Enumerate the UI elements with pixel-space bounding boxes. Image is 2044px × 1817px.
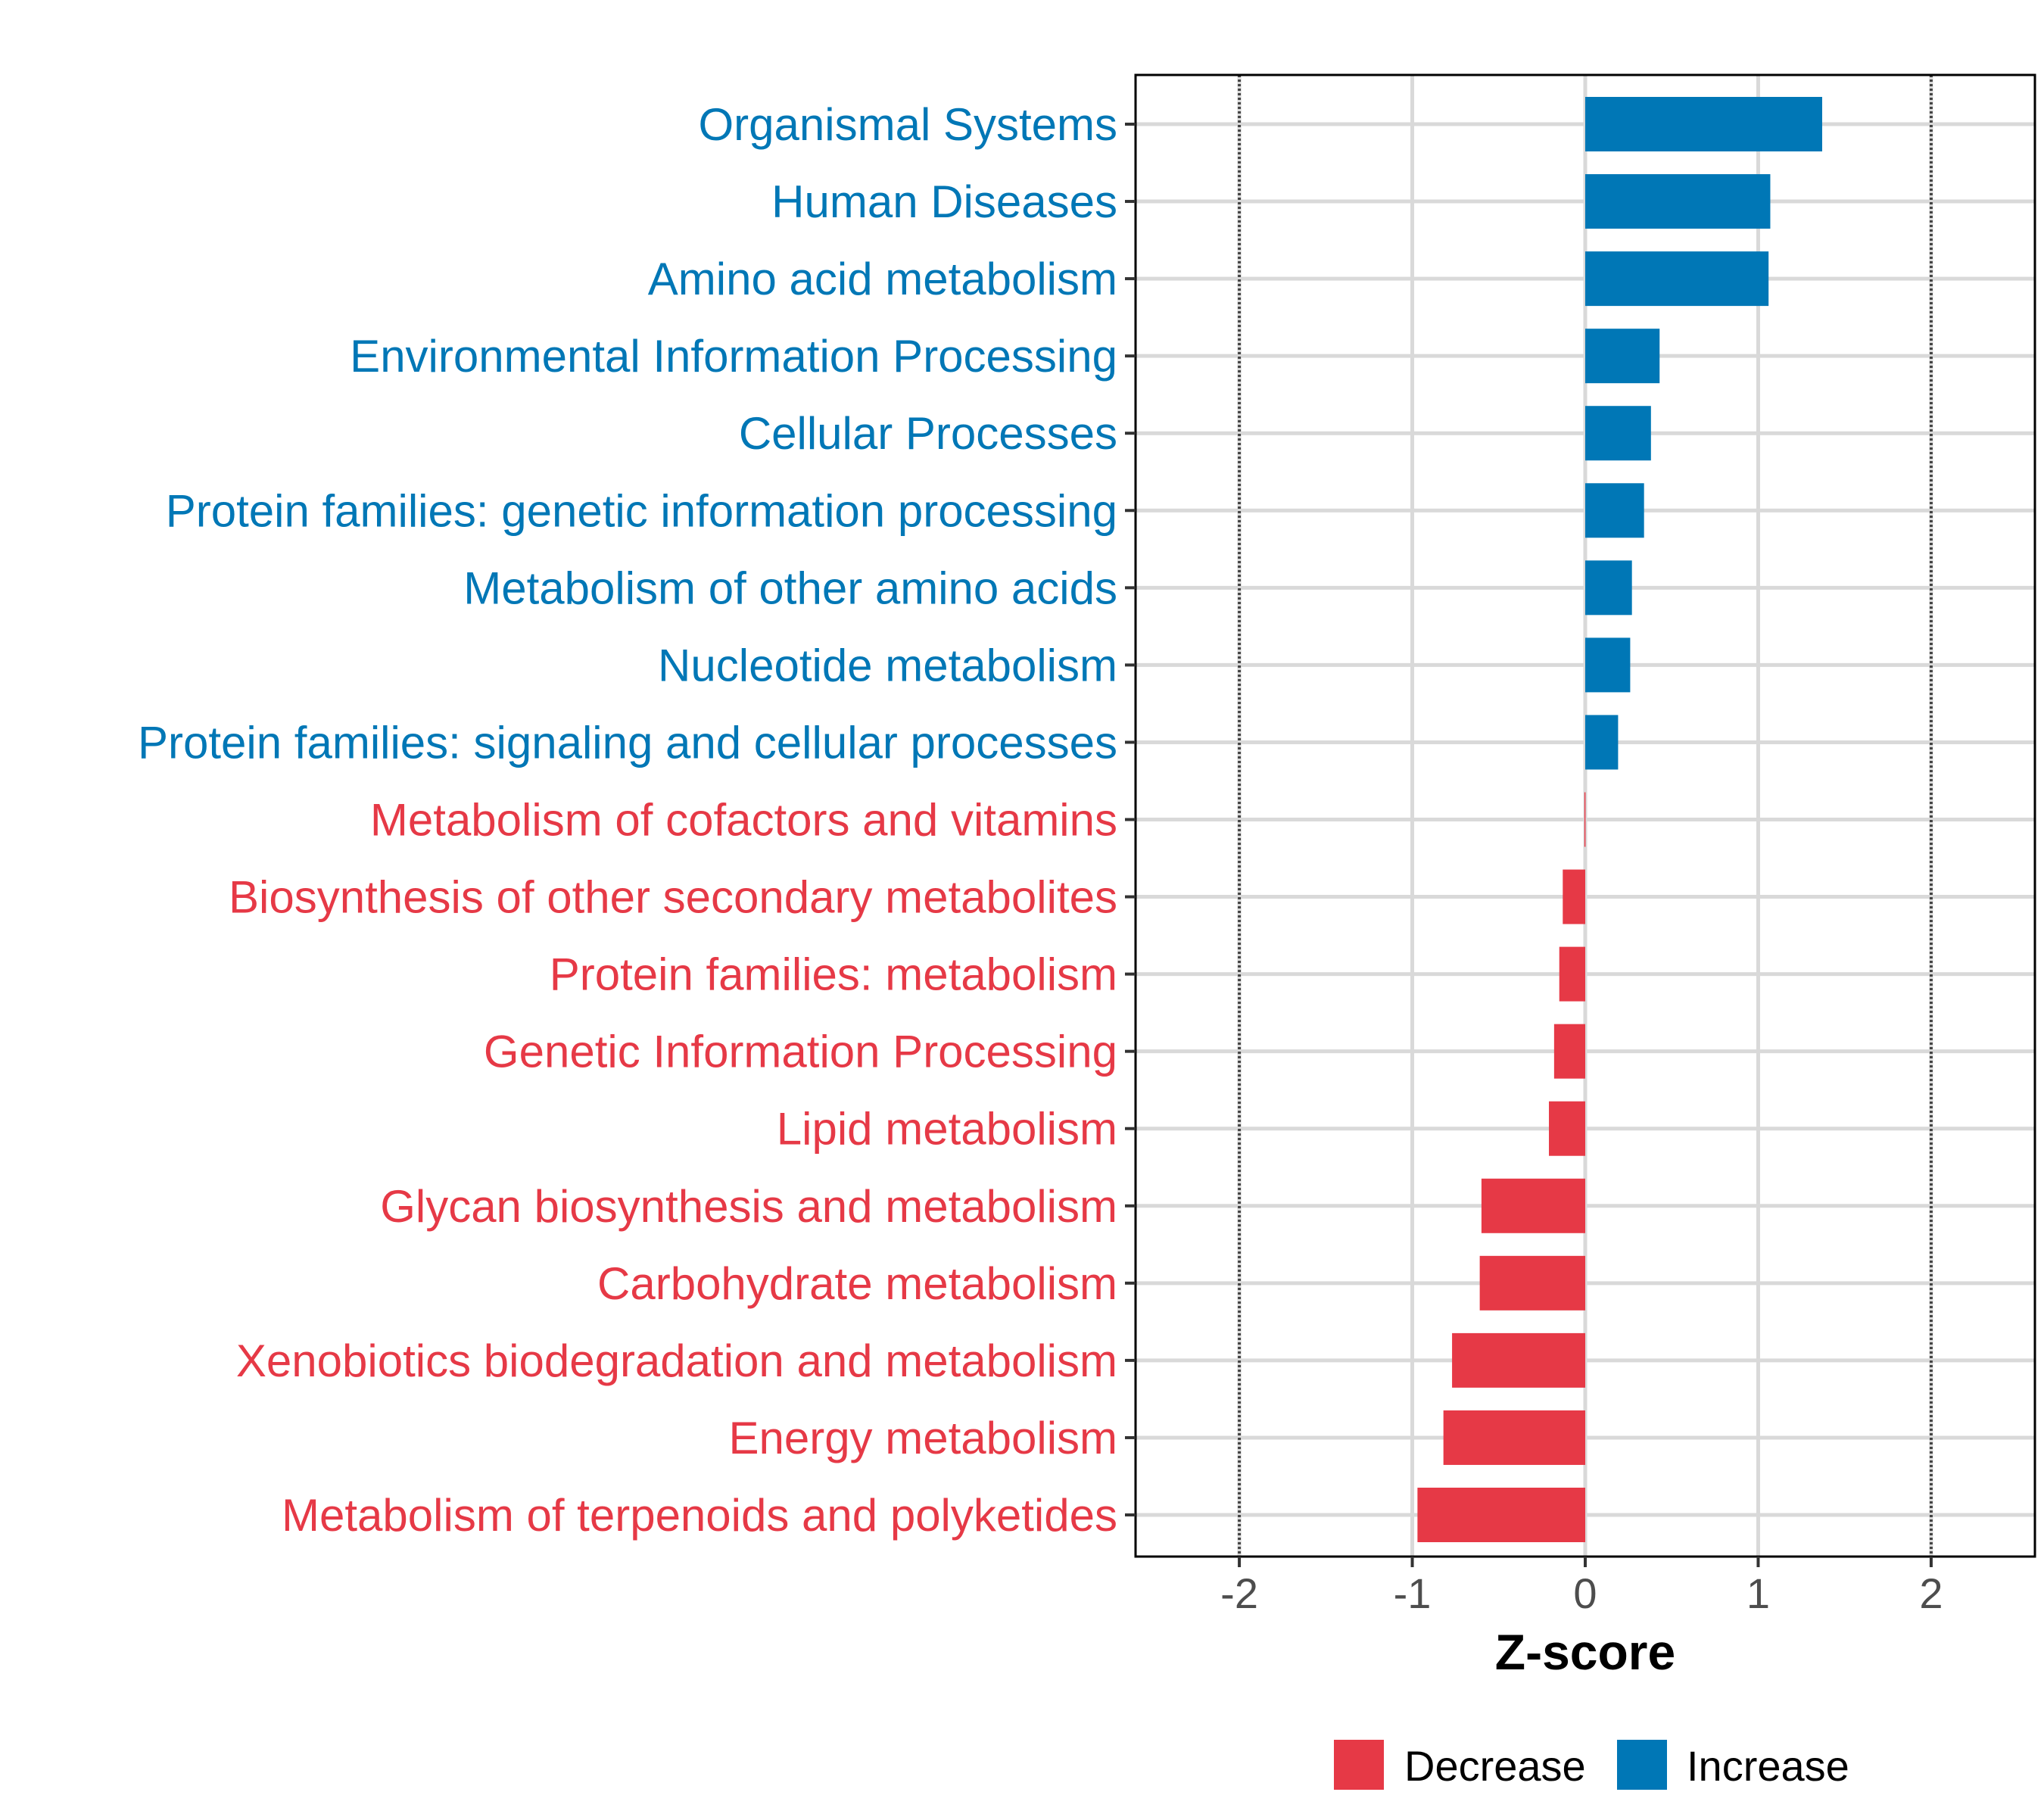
bar	[1585, 483, 1644, 538]
category-label: Lipid metabolism	[777, 1104, 1117, 1155]
bar	[1585, 97, 1822, 151]
category-label: Energy metabolism	[728, 1413, 1117, 1463]
category-label: Biosynthesis of other secondary metaboli…	[229, 872, 1117, 923]
x-tick-label: 1	[1746, 1569, 1770, 1617]
bar	[1443, 1410, 1585, 1465]
category-label: Protein families: genetic information pr…	[166, 485, 1117, 536]
bar	[1585, 174, 1771, 229]
category-label: Xenobiotics biodegradation and metabolis…	[236, 1335, 1117, 1386]
x-axis-title: Z-score	[1495, 1624, 1675, 1680]
category-label: Carbohydrate metabolism	[597, 1258, 1117, 1309]
category-label: Protein families: signaling and cellular…	[138, 717, 1117, 768]
category-label: Nucleotide metabolism	[658, 640, 1117, 690]
category-label: Glycan biosynthesis and metabolism	[380, 1181, 1117, 1232]
category-label: Genetic Information Processing	[484, 1027, 1117, 1077]
category-label: Human Diseases	[771, 176, 1117, 227]
legend-label-decrease: Decrease	[1404, 1742, 1586, 1790]
legend: Decrease Increase	[1334, 1740, 1849, 1790]
bar	[1585, 560, 1632, 616]
category-labels: Organismal Systems Human Diseases Amino ac…	[138, 99, 1136, 1541]
bar	[1553, 1024, 1585, 1079]
category-label: Metabolism of cofactors and vitamins	[370, 795, 1117, 846]
legend-key-decrease	[1334, 1740, 1384, 1790]
legend-key-increase	[1617, 1740, 1667, 1790]
bar	[1559, 946, 1585, 1002]
bar	[1481, 1178, 1585, 1233]
category-label: Metabolism of other amino acids	[463, 563, 1117, 613]
bars	[1417, 97, 1822, 1542]
bar	[1585, 329, 1660, 384]
bar	[1585, 715, 1619, 770]
bar	[1452, 1332, 1585, 1388]
bar	[1549, 1101, 1585, 1156]
bar	[1584, 792, 1586, 847]
x-axis-ticks: -2 -1 0 1 2	[1220, 1557, 1943, 1617]
bar	[1585, 406, 1651, 461]
category-label: Cellular Processes	[739, 408, 1117, 459]
bar	[1417, 1488, 1585, 1542]
category-label: Protein families: metabolism	[550, 949, 1117, 1000]
category-label: Environmental Information Processing	[350, 331, 1117, 382]
bar	[1563, 869, 1585, 924]
legend-label-increase: Increase	[1687, 1742, 1849, 1790]
x-tick-label: -1	[1394, 1569, 1432, 1617]
x-tick-label: 2	[1919, 1569, 1943, 1617]
bar	[1585, 637, 1631, 693]
reference-lines	[1238, 75, 1933, 1557]
category-label: Metabolism of terpenoids and polyketides	[282, 1490, 1117, 1541]
x-tick-label: -2	[1220, 1569, 1258, 1617]
x-tick-label: 0	[1573, 1569, 1597, 1617]
category-label: Organismal Systems	[699, 99, 1117, 150]
bar	[1479, 1255, 1585, 1311]
category-label: Amino acid metabolism	[648, 254, 1117, 304]
bar	[1585, 251, 1769, 307]
